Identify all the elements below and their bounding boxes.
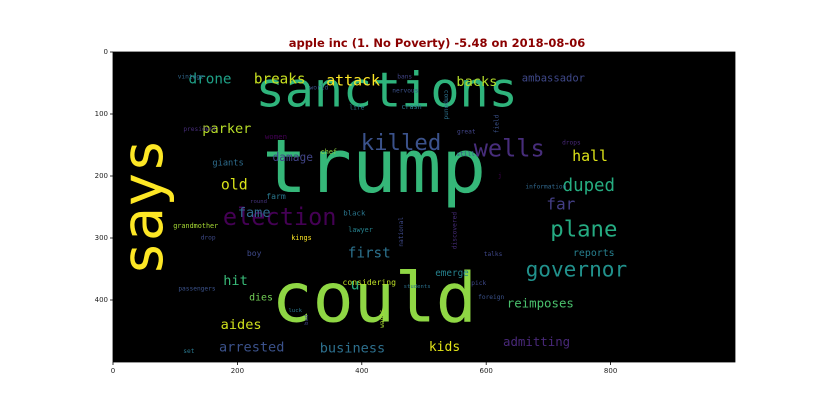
y-tick-label: 400 (95, 296, 108, 304)
word-attack: attack (326, 72, 380, 90)
word-drops: drops (562, 140, 581, 147)
word-life: life (349, 104, 364, 111)
word-still: still (456, 151, 475, 158)
word-president: president (183, 126, 217, 133)
word-old: old (221, 176, 248, 194)
word-national: national (398, 217, 405, 247)
y-axis: 0 100 200 300 400 (95, 48, 113, 304)
x-tick-label: 0 (111, 367, 115, 375)
word-drop: drop (201, 235, 216, 242)
word-fame: fame (238, 205, 271, 221)
word-crash: crash (401, 103, 421, 111)
word-says: says (110, 138, 176, 275)
word-hall: hall (572, 147, 608, 165)
word-governor: governor (526, 257, 628, 282)
word-duped: duped (563, 176, 615, 196)
word-business: business (320, 340, 385, 356)
word-passengers: passengers (178, 285, 216, 292)
plot-frame (112, 51, 736, 363)
word-discovered: discovered (452, 212, 459, 250)
word-reimposes: reimposes (507, 296, 574, 311)
word-killed: killed (361, 130, 442, 156)
word-arrested: arrested (219, 340, 284, 356)
word-world: world (310, 84, 329, 91)
word-election: election (223, 203, 337, 231)
word-backs: backs (456, 74, 497, 90)
word-hit: hit (223, 273, 248, 289)
word-pick: pick (471, 280, 486, 287)
word-could: could (272, 259, 477, 338)
word-u: u (350, 276, 359, 294)
word-vintage: vintage (178, 73, 204, 80)
word-students: students (404, 284, 431, 290)
word-great: great (457, 128, 476, 135)
word-reports: reports (573, 248, 615, 259)
word-ambassador: ambassador (522, 73, 585, 85)
word-j: j (498, 173, 502, 180)
word-bans: bans (397, 73, 412, 80)
word-first: first (348, 246, 391, 262)
y-tick-label: 200 (95, 172, 108, 180)
y-tick-label: 300 (95, 234, 108, 242)
word-grandmother: grandmother (173, 222, 218, 230)
y-tick-label: 100 (95, 110, 108, 118)
x-tick-label: 800 (604, 367, 617, 375)
word-compound: compound (442, 90, 449, 120)
word-women: women (265, 132, 287, 141)
chart-title: apple inc (1. No Poverty) -5.48 on 2018-… (289, 36, 585, 50)
word-talks: talks (484, 251, 503, 258)
word-lawyer: lawyer (348, 226, 373, 234)
x-tick-label: 600 (480, 367, 493, 375)
y-tick-label: 0 (104, 48, 108, 56)
word-sanctions: sanctions (256, 62, 518, 118)
word-field: field (493, 114, 500, 133)
word-farm: farm (266, 191, 286, 201)
word-foreign: foreign (478, 294, 504, 301)
word-emerge: emerge (435, 268, 469, 279)
word-giants: giants (212, 159, 243, 169)
word-considering: considering (342, 277, 396, 287)
word-bad: bad (304, 315, 310, 325)
word-kids: kids (429, 340, 460, 355)
word-information: information (525, 184, 566, 191)
word-damage: damage (273, 151, 314, 164)
word-drone: drone (189, 71, 232, 87)
word-round: round (250, 199, 267, 205)
word-nervous: nervous (392, 88, 418, 95)
word-trump: trump (262, 123, 486, 210)
word-luck: luck (289, 308, 303, 314)
word-black: black (343, 209, 366, 218)
x-axis: 0 200 400 600 800 (111, 362, 617, 375)
word-plane: plane (550, 216, 617, 242)
word-wants: wants (379, 309, 386, 328)
word-kings: kings (291, 234, 311, 242)
word-chef: chef (321, 148, 337, 156)
word-wells: wells (474, 135, 545, 163)
word-breaks: breaks (254, 71, 306, 87)
word-set: set (183, 348, 194, 355)
x-tick-label: 400 (355, 367, 368, 375)
word-dies: dies (249, 293, 273, 304)
word-parker: parker (202, 121, 251, 137)
word-boy: boy (247, 248, 262, 258)
x-tick-label: 200 (231, 367, 244, 375)
word-admitting: admitting (503, 334, 570, 349)
word-far: far (546, 194, 575, 213)
word-aides: aides (221, 317, 262, 333)
plot-area (113, 52, 735, 362)
